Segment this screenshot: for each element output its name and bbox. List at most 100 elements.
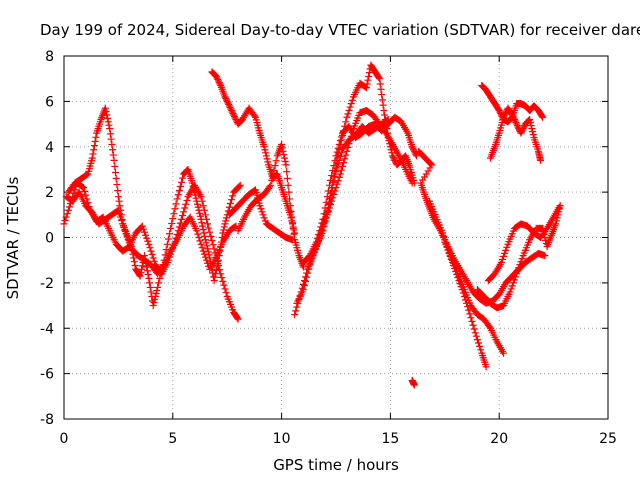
data-point	[212, 270, 220, 278]
data-point	[279, 147, 287, 155]
data-point	[144, 271, 152, 279]
series-track-q	[486, 104, 545, 164]
y-tick-label: 0	[45, 231, 54, 247]
data-point	[143, 267, 151, 275]
data-point	[261, 217, 269, 225]
data-point	[506, 288, 514, 296]
data-point	[513, 270, 521, 278]
data-point	[61, 216, 69, 224]
data-point	[90, 142, 98, 150]
data-point	[193, 227, 201, 235]
data-point	[386, 143, 394, 151]
data-point	[220, 223, 228, 231]
data-point	[154, 283, 162, 291]
data-point	[200, 250, 208, 258]
data-point	[150, 299, 158, 307]
data-point	[235, 182, 243, 190]
data-point	[113, 181, 121, 189]
data-point	[472, 332, 480, 340]
x-tick-label: 5	[168, 431, 177, 447]
data-point	[319, 227, 327, 235]
data-point	[199, 226, 207, 234]
data-point	[413, 152, 421, 160]
data-point	[138, 222, 146, 230]
data-point	[90, 146, 98, 154]
data-point	[271, 162, 279, 170]
data-point	[345, 106, 353, 114]
data-point	[137, 269, 145, 277]
series-track-d	[208, 68, 299, 237]
data-point	[123, 233, 131, 241]
data-point	[266, 183, 274, 191]
data-point	[339, 162, 347, 170]
y-tick-label: 2	[45, 185, 54, 201]
data-point	[333, 164, 341, 172]
data-point	[300, 282, 308, 290]
data-point	[281, 157, 289, 165]
data-point	[112, 175, 120, 183]
data-point	[211, 273, 219, 281]
data-point	[92, 133, 100, 141]
data-point	[111, 162, 119, 170]
data-point	[197, 215, 205, 223]
data-point	[473, 336, 481, 344]
data-point	[289, 224, 297, 232]
data-point	[175, 223, 183, 231]
data-point	[335, 156, 343, 164]
data-point	[262, 152, 270, 160]
data-point	[204, 248, 212, 256]
data-point	[224, 99, 232, 107]
data-point	[80, 184, 88, 192]
data-point	[210, 277, 218, 285]
x-axis-label: GPS time / hours	[273, 456, 399, 474]
data-point	[383, 129, 391, 137]
data-point	[169, 215, 177, 223]
data-point	[500, 349, 508, 357]
data-point	[510, 116, 518, 124]
data-point	[348, 96, 356, 104]
data-point	[376, 80, 384, 88]
data-point	[164, 235, 172, 243]
data-point	[364, 76, 372, 84]
data-point	[118, 216, 126, 224]
data-point	[198, 244, 206, 252]
data-point	[138, 265, 146, 273]
data-point	[330, 178, 338, 186]
data-point	[102, 108, 110, 116]
data-point	[205, 224, 213, 232]
data-point	[230, 111, 238, 119]
data-point	[362, 84, 370, 92]
data-point	[190, 185, 198, 193]
data-point	[439, 229, 447, 237]
data-point	[221, 285, 229, 293]
data-point	[228, 108, 236, 116]
data-point	[236, 181, 244, 189]
chart-title: Day 199 of 2024, Sidereal Day-to-day VTE…	[40, 21, 640, 39]
data-point	[195, 206, 203, 214]
data-point	[174, 191, 182, 199]
data-point	[310, 249, 318, 257]
data-point	[141, 228, 149, 236]
data-point	[262, 149, 270, 157]
data-point	[512, 119, 520, 127]
data-point	[201, 211, 209, 219]
data-point	[329, 184, 337, 192]
data-point	[222, 289, 230, 297]
data-point	[391, 156, 399, 164]
data-point	[341, 122, 349, 130]
data-point	[520, 123, 528, 131]
data-point	[143, 234, 151, 242]
data-point	[171, 205, 179, 213]
data-point	[538, 112, 546, 120]
data-point	[342, 118, 350, 126]
data-point	[264, 158, 272, 166]
data-point	[199, 247, 207, 255]
data-point	[513, 120, 521, 128]
data-point	[291, 311, 299, 319]
data-point	[115, 210, 123, 218]
data-point	[539, 113, 547, 121]
data-point	[337, 166, 345, 174]
y-axis-label: SDTVAR / TECUs	[4, 176, 22, 299]
data-point	[410, 381, 418, 389]
series-track-j	[293, 116, 392, 307]
